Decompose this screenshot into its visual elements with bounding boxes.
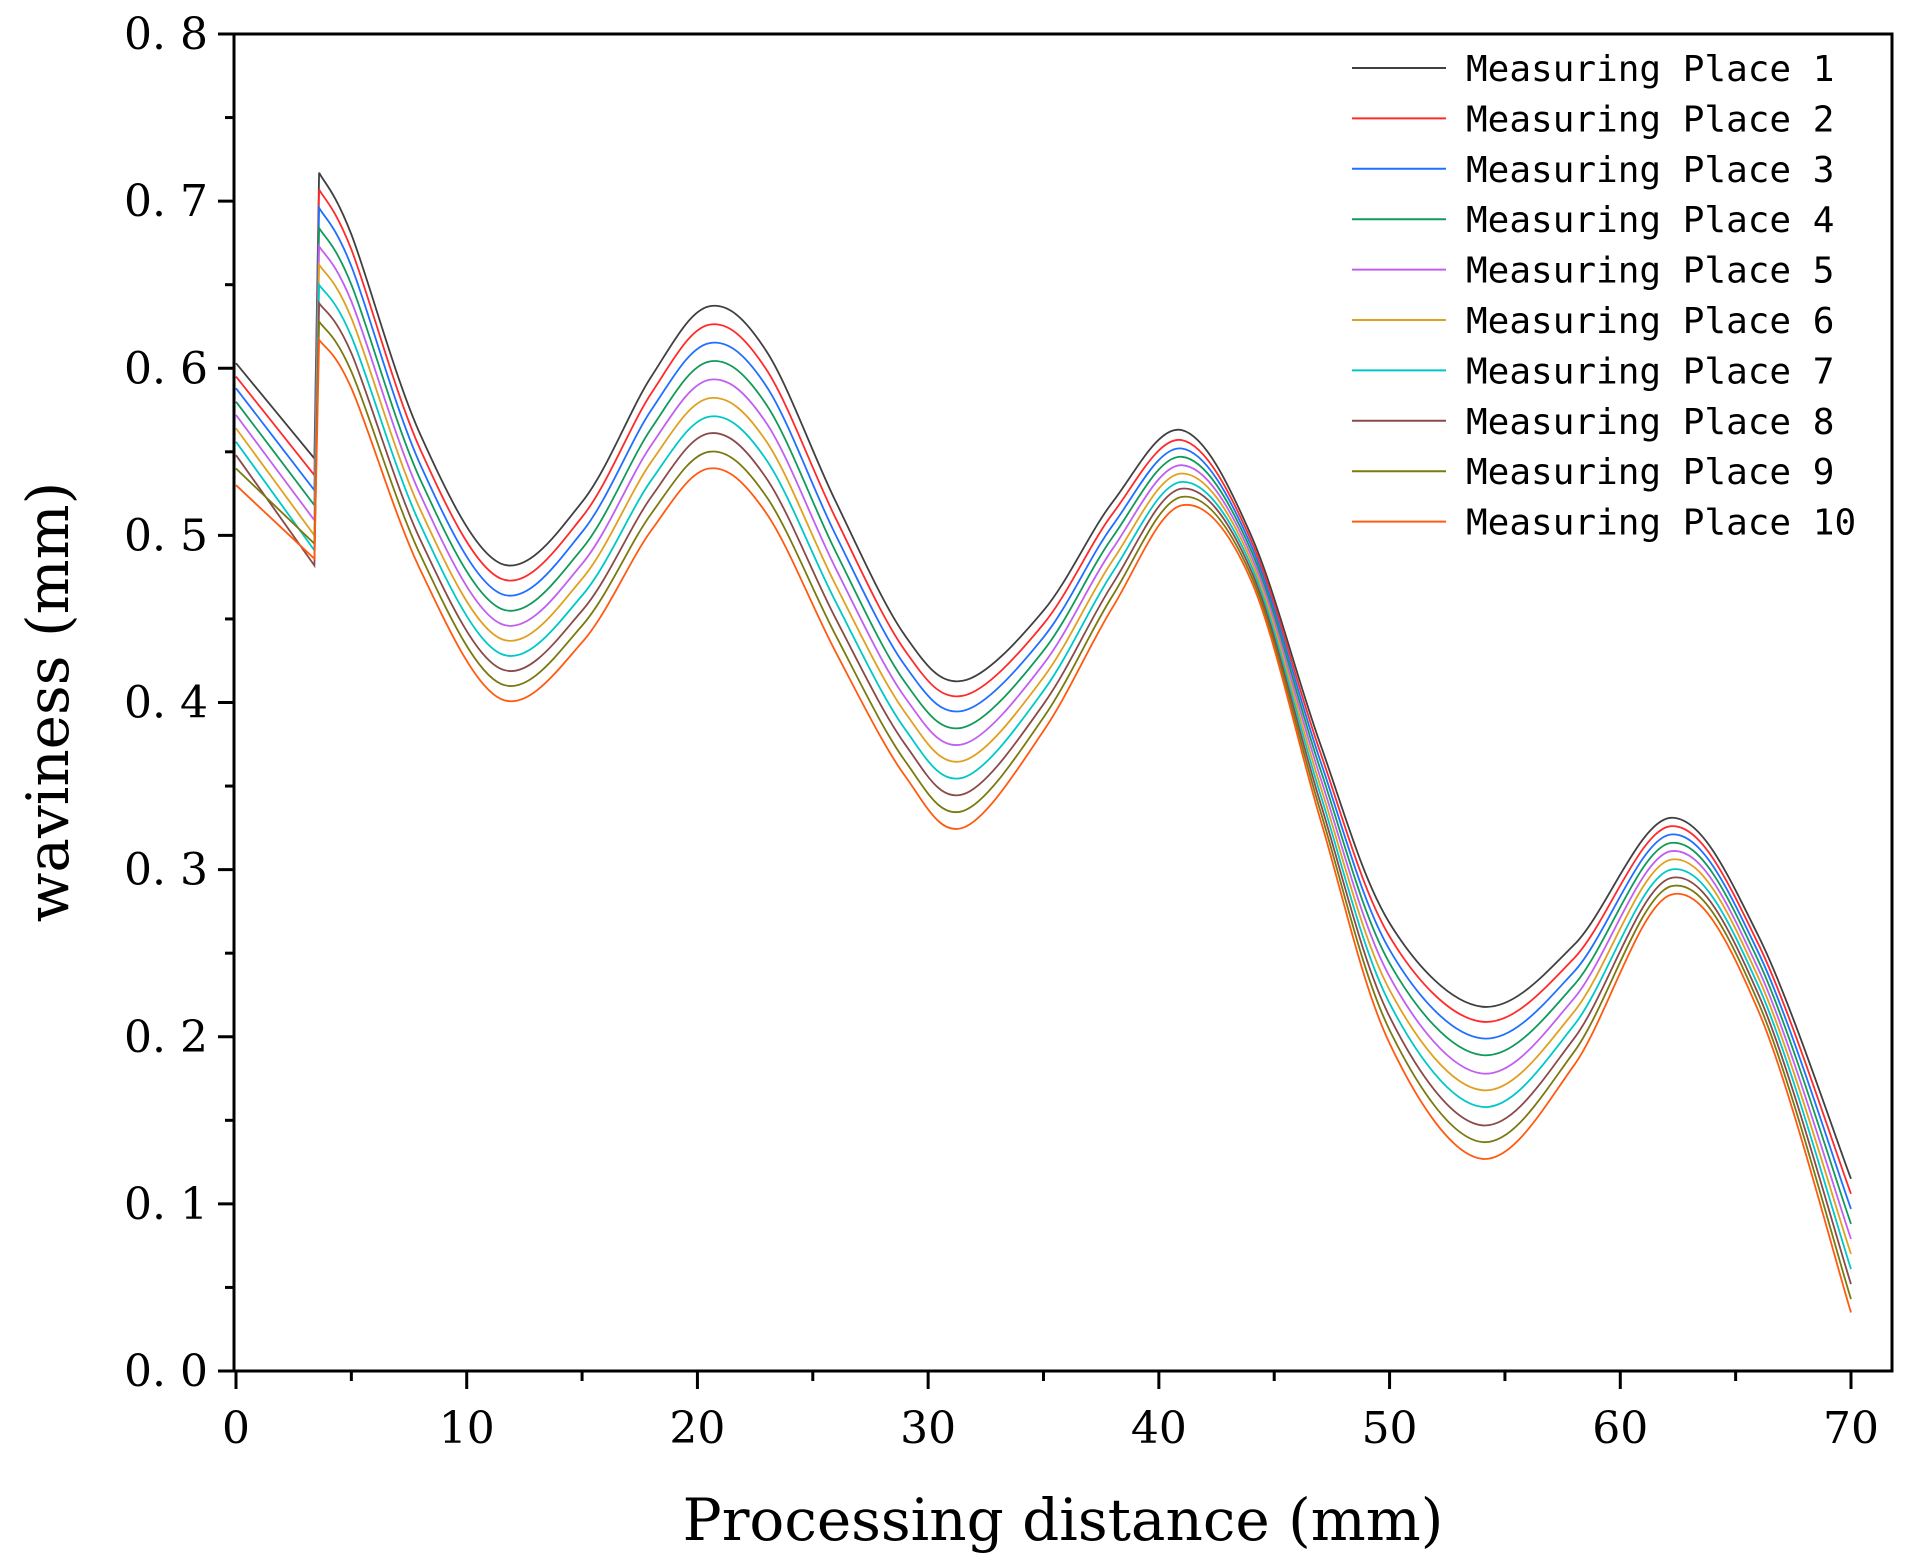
series-line-5: [235, 242, 1852, 1240]
x-tick-label: 60: [1592, 1403, 1648, 1454]
series-line-7: [235, 281, 1852, 1270]
y-tick-label: 0. 8: [124, 9, 208, 60]
y-tick-label: 0. 0: [124, 1346, 208, 1397]
legend-label-8: Measuring Place 8: [1466, 402, 1834, 443]
x-tick-label: 50: [1362, 1403, 1418, 1454]
x-tick-label: 10: [439, 1403, 495, 1454]
series-line-4: [235, 224, 1852, 1225]
series-line-2: [235, 188, 1852, 1195]
legend-label-7: Measuring Place 7: [1466, 351, 1834, 392]
legend-label-4: Measuring Place 4: [1466, 200, 1834, 241]
legend-label-1: Measuring Place 1: [1466, 49, 1834, 90]
x-tick-label: 40: [1131, 1403, 1187, 1454]
x-tick-label: 20: [669, 1403, 725, 1454]
y-tick-label: 0. 3: [124, 845, 208, 896]
y-tick-label: 0. 5: [124, 510, 208, 561]
series-line-10: [235, 336, 1852, 1313]
x-tick-label: 70: [1823, 1403, 1879, 1454]
x-tick-label: 0: [222, 1403, 250, 1454]
legend-label-3: Measuring Place 3: [1466, 150, 1834, 191]
y-tick-label: 0. 2: [124, 1012, 208, 1063]
y-axis-title: waviness (mm): [14, 482, 82, 922]
y-tick-label: 0. 4: [124, 678, 208, 729]
x-tick-label: 30: [900, 1403, 956, 1454]
y-tick-label: 0. 6: [124, 343, 208, 394]
legend-label-10: Measuring Place 10: [1466, 503, 1856, 544]
x-axis-title: Processing distance (mm): [683, 1486, 1444, 1553]
legend-label-6: Measuring Place 6: [1466, 301, 1834, 342]
series-line-3: [235, 204, 1852, 1210]
legend-label-9: Measuring Place 9: [1466, 452, 1834, 493]
series-line-8: [235, 300, 1852, 1285]
legend-label-5: Measuring Place 5: [1466, 251, 1834, 292]
legend: Measuring Place 1 Measuring Place 2 Measur…: [1352, 49, 1856, 544]
series-line-6: [235, 261, 1852, 1255]
series-line-9: [235, 318, 1852, 1300]
legend-label-2: Measuring Place 2: [1466, 99, 1834, 140]
y-tick-label: 0. 1: [124, 1179, 208, 1230]
series-line-1: [235, 172, 1852, 1180]
y-tick-label: 0. 7: [124, 176, 208, 227]
